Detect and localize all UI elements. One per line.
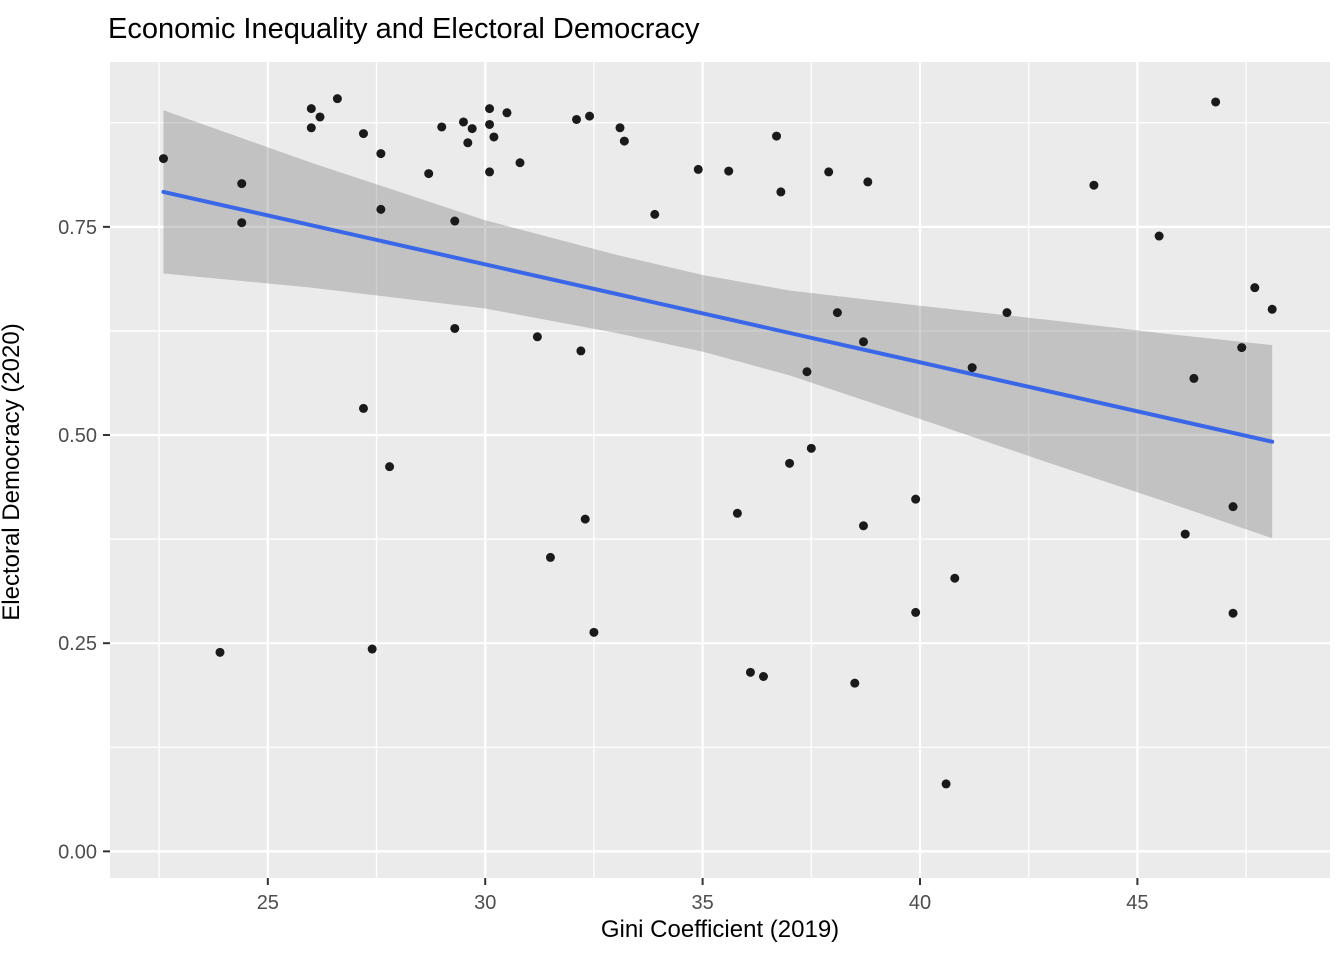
data-point: [437, 122, 447, 132]
data-point: [1002, 308, 1012, 318]
data-point: [237, 218, 247, 228]
data-point: [485, 119, 495, 129]
data-point: [693, 164, 703, 174]
data-point: [458, 117, 468, 127]
data-point: [858, 521, 868, 531]
data-point: [358, 403, 368, 413]
data-point: [1267, 304, 1277, 314]
data-point: [1250, 283, 1260, 293]
data-point: [306, 123, 316, 133]
data-point: [237, 179, 247, 189]
data-point: [863, 177, 873, 187]
data-point: [532, 332, 542, 342]
x-tick-label: 35: [691, 892, 713, 914]
data-point: [515, 158, 525, 168]
data-point: [1237, 343, 1247, 353]
data-point: [615, 123, 625, 133]
data-point: [950, 573, 960, 583]
data-point: [489, 132, 499, 142]
data-point: [450, 323, 460, 333]
data-point: [545, 552, 555, 562]
data-point: [589, 627, 599, 637]
data-point: [858, 337, 868, 347]
data-point: [941, 779, 951, 789]
data-point: [772, 131, 782, 141]
y-tick-label: 0.25: [58, 633, 97, 655]
data-point: [385, 462, 395, 472]
data-point: [1189, 373, 1199, 383]
data-point: [450, 216, 460, 226]
data-point: [332, 94, 342, 104]
x-tick-label: 25: [257, 892, 279, 914]
data-point: [824, 167, 834, 177]
data-point: [502, 108, 512, 118]
x-tick-label: 45: [1126, 892, 1148, 914]
data-point: [911, 607, 921, 617]
data-point: [724, 166, 734, 176]
data-point: [776, 187, 786, 197]
data-point: [832, 308, 842, 318]
data-point: [619, 136, 629, 146]
data-point: [485, 104, 495, 114]
data-point: [1228, 502, 1238, 512]
data-point: [911, 494, 921, 504]
data-point: [1228, 608, 1238, 618]
y-tick-label: 0.75: [58, 217, 97, 239]
data-point: [850, 678, 860, 688]
data-point: [650, 209, 660, 219]
data-point: [315, 112, 325, 122]
data-point: [215, 647, 225, 657]
x-tick-label: 40: [909, 892, 931, 914]
data-point: [758, 671, 768, 681]
data-point: [967, 363, 977, 373]
data-point: [1211, 97, 1221, 107]
data-point: [467, 124, 477, 134]
data-point: [306, 104, 316, 114]
data-point: [424, 169, 434, 179]
data-point: [463, 138, 473, 148]
data-point: [1180, 529, 1190, 539]
data-point: [1154, 231, 1164, 241]
data-point: [802, 367, 812, 377]
x-tick-label: 30: [474, 892, 496, 914]
data-point: [580, 514, 590, 524]
data-point: [367, 644, 377, 654]
data-point: [785, 458, 795, 468]
data-point: [485, 167, 495, 177]
data-point: [1089, 180, 1099, 190]
chart-title: Economic Inequality and Electoral Democr…: [108, 13, 700, 45]
x-axis-title: Gini Coefficient (2019): [600, 916, 840, 943]
data-point: [158, 154, 168, 164]
y-tick-label: 0.50: [58, 425, 97, 447]
data-point: [376, 204, 386, 214]
y-tick-label: 0.00: [58, 841, 97, 863]
data-point: [376, 149, 386, 159]
data-point: [806, 443, 816, 453]
data-point: [745, 667, 755, 677]
data-point: [732, 508, 742, 518]
data-point: [572, 114, 582, 124]
data-point: [576, 346, 586, 356]
trend-line: [161, 189, 1275, 444]
confidence-band: [163, 110, 1273, 539]
data-point: [585, 111, 595, 121]
plot-panel-background: [110, 62, 1330, 878]
data-point: [358, 129, 368, 139]
y-axis-title: Electoral Democracy (2020): [0, 323, 25, 621]
